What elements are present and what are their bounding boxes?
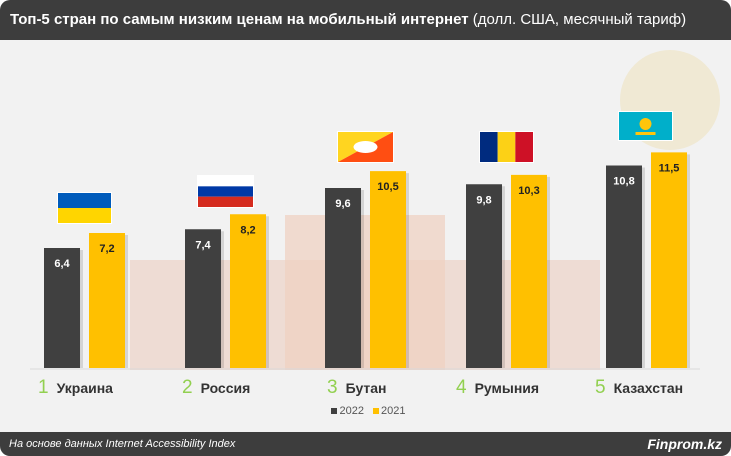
bar-2021-2: [230, 214, 266, 368]
data-label-2021-5: 11,5: [659, 162, 680, 174]
rank-number: 1: [38, 377, 49, 398]
flag-icon-4: [479, 131, 534, 163]
data-label-2022-1: 6,4: [54, 258, 70, 270]
flag-icon-1: [57, 192, 112, 224]
rank-number: 2: [182, 377, 193, 398]
data-label-2022-3: 9,6: [335, 198, 350, 210]
bar-2022-2: [185, 229, 221, 368]
country-name: Украина: [56, 380, 113, 396]
title-bold: Топ-5 стран по самым низким ценам на моб…: [10, 11, 469, 28]
brand-logo: Finprom.kz: [647, 436, 722, 452]
rank-number: 3: [327, 377, 338, 398]
category-label-2: 2 Россия: [182, 377, 250, 399]
bar-2022-5: [606, 165, 642, 368]
country-name: Румыния: [474, 380, 540, 396]
data-label-2021-4: 10,3: [518, 185, 539, 197]
data-label-2021-1: 7,2: [99, 243, 114, 255]
legend-label-2021: 2021: [381, 405, 406, 417]
country-name: Казахстан: [613, 380, 684, 396]
bar-2021-3: [370, 171, 406, 368]
legend-label-2022: 2022: [339, 405, 364, 417]
data-label-2021-3: 10,5: [377, 181, 398, 193]
bar-2022-1: [44, 248, 80, 368]
footer: На основе данных Internet Accessibility …: [0, 432, 731, 456]
rank-number: 4: [456, 377, 467, 398]
data-label-2021-2: 8,2: [240, 224, 255, 236]
title-unit: (долл. США, месячный тариф): [472, 11, 687, 28]
bar-2022-3: [325, 188, 361, 368]
flag-icon-5: [618, 111, 673, 141]
data-label-2022-4: 9,8: [476, 194, 491, 206]
data-label-2022-2: 7,4: [195, 239, 211, 251]
legend-swatch-2022: [331, 408, 338, 414]
podium-center: [285, 215, 445, 370]
flag-icon-2: [197, 175, 254, 208]
category-label-5: 5 Казахстан: [595, 377, 683, 399]
legend: 2022 2021: [0, 405, 731, 417]
bar-2021-5: [651, 152, 687, 368]
category-label-3: 3 Бутан: [327, 377, 387, 399]
country-name: Россия: [200, 380, 251, 396]
bar-plot: 6,4 7,4 9,6 9,8 10,8 7,2 8,2 10,5 10,3 11,5: [30, 50, 720, 370]
category-label-1: 1 Украина: [38, 377, 113, 399]
country-name: Бутан: [345, 380, 387, 396]
flag-icon-3: [337, 131, 394, 163]
bar-2022-4: [466, 184, 502, 368]
source-note: На основе данных Internet Accessibility …: [9, 438, 236, 450]
bar-2021-1: [89, 233, 125, 368]
data-label-2022-5: 10,8: [613, 176, 634, 188]
legend-swatch-2021: [373, 408, 380, 414]
chart-title: Топ-5 стран по самым низким ценам на моб…: [0, 0, 731, 40]
bar-2021-4: [511, 174, 547, 368]
rank-number: 5: [595, 377, 606, 398]
category-label-4: 4 Румыния: [456, 377, 539, 399]
